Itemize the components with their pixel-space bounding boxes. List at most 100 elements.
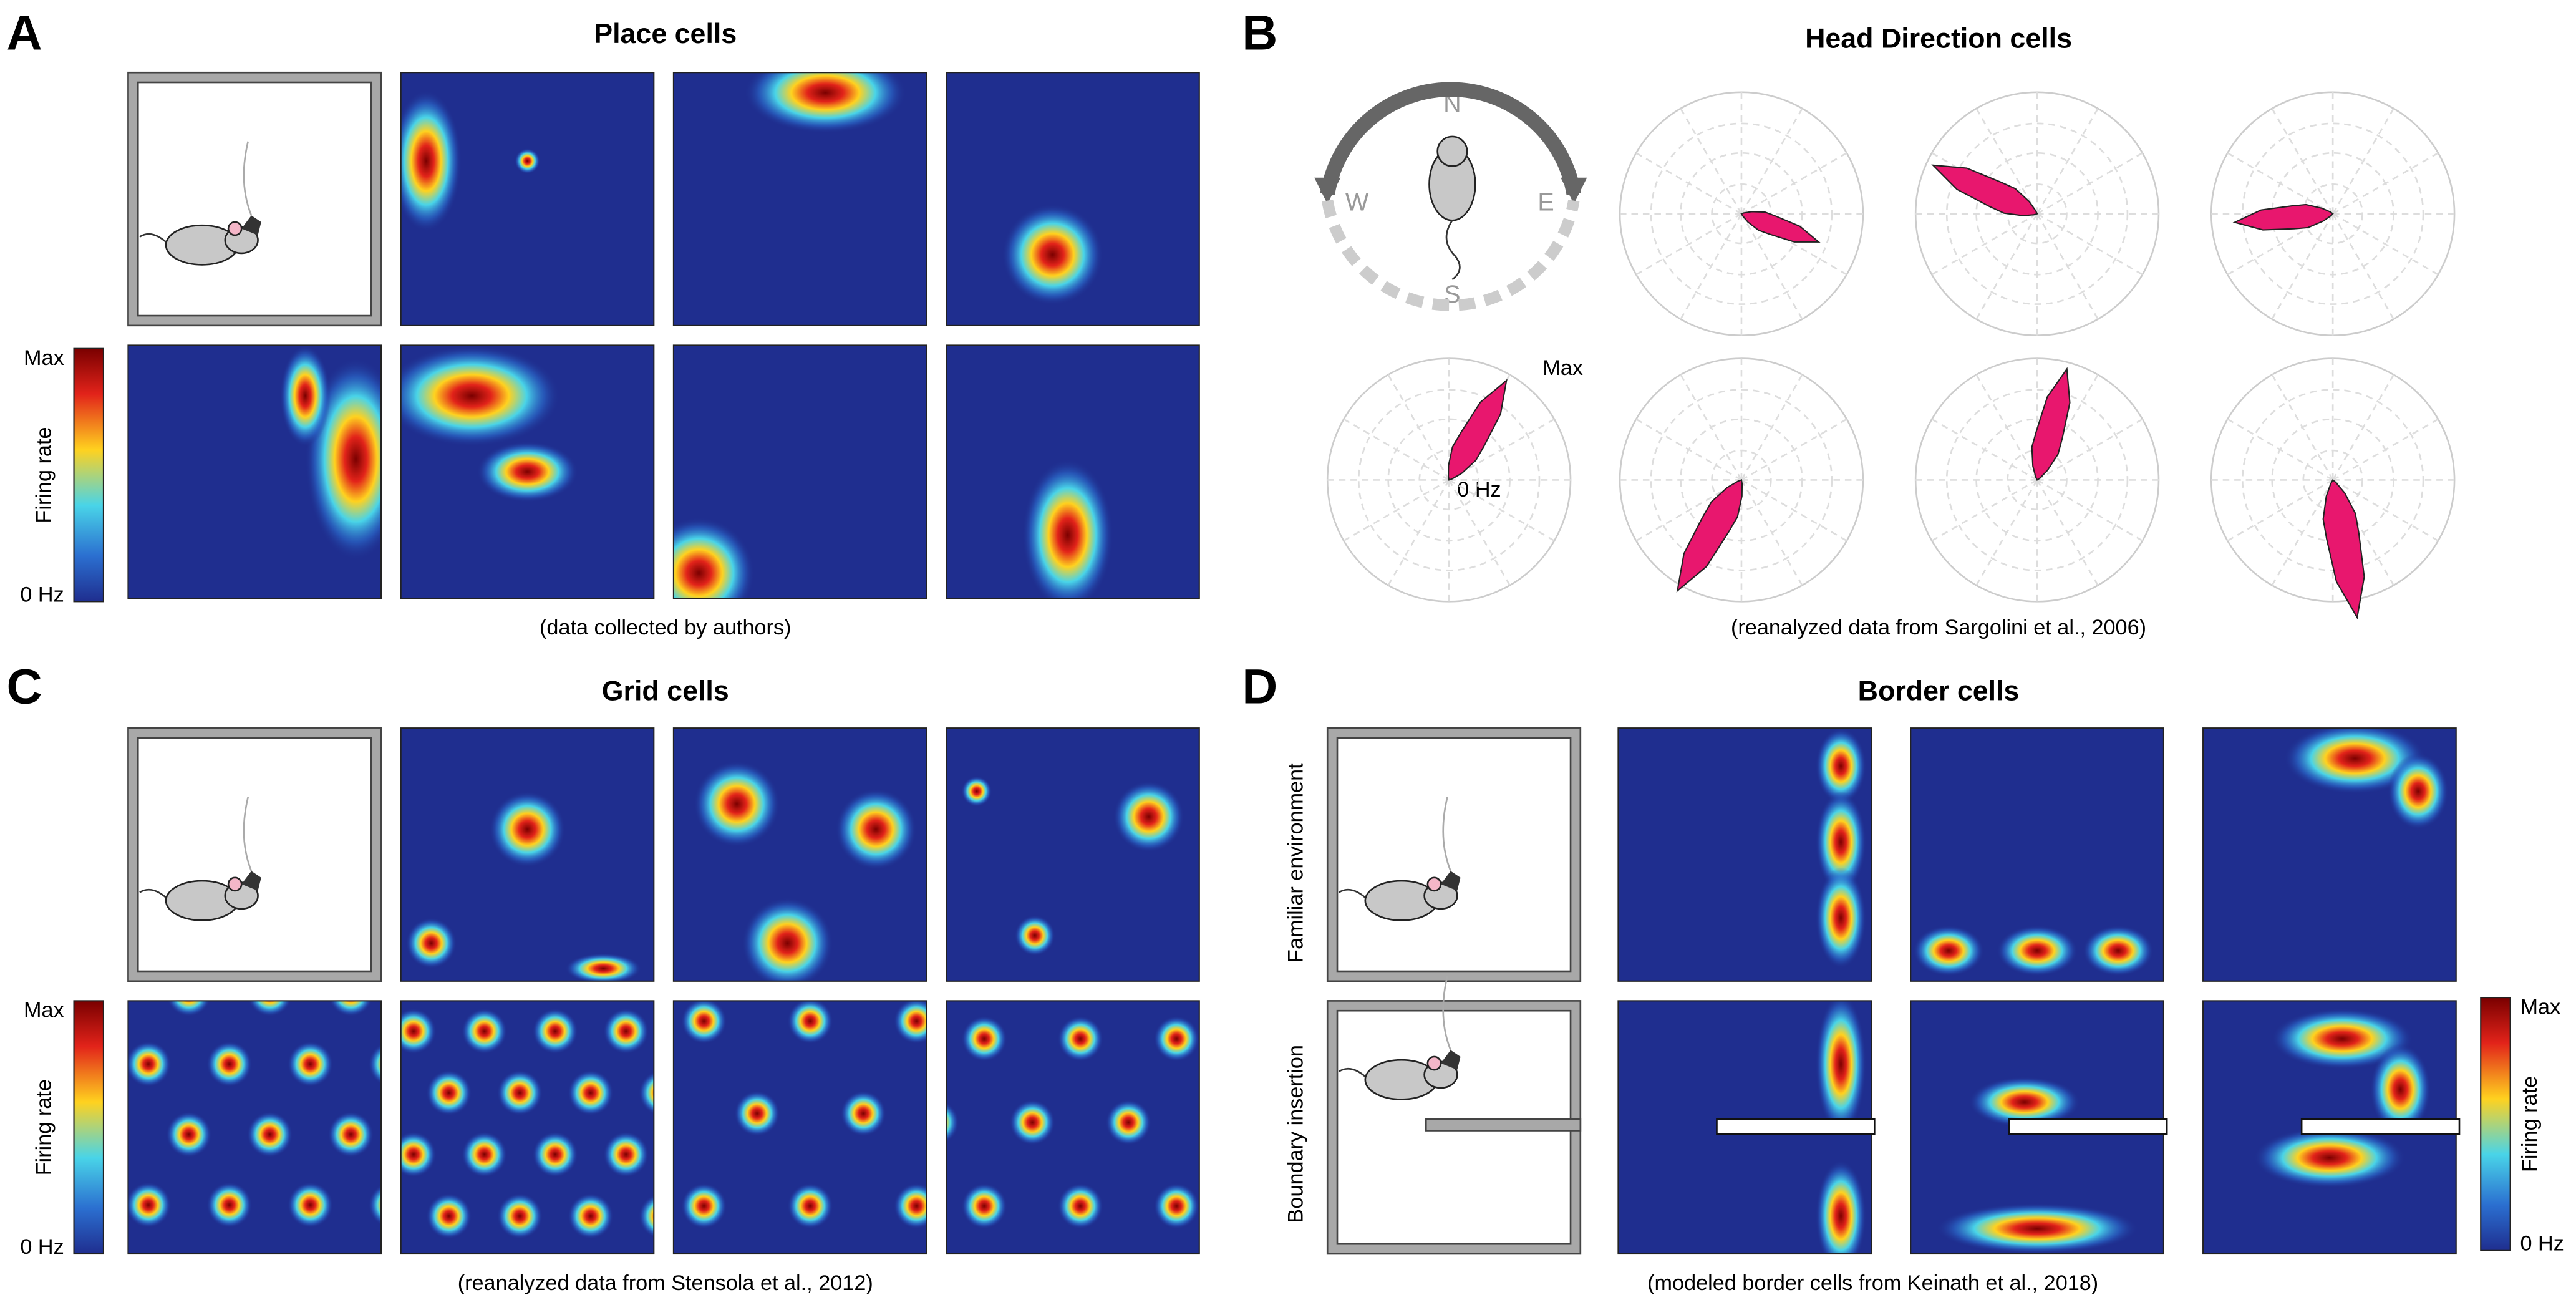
- heatmap-field: [426, 1070, 472, 1116]
- heatmap-field: [1022, 459, 1113, 599]
- heatmap: [128, 345, 382, 599]
- heatmap-field: [638, 1071, 654, 1115]
- heatmap: [400, 728, 654, 981]
- polar-spoke: [1635, 479, 1742, 542]
- heatmap-frame: [400, 1000, 655, 1255]
- panel-letter: B: [1242, 4, 1277, 60]
- heatmap-frame: [946, 727, 1200, 982]
- heatmap-field: [1057, 1183, 1103, 1229]
- polar-spoke: [1635, 152, 1742, 215]
- tuning-curve: [2232, 203, 2334, 231]
- heatmap-frame: [400, 72, 655, 326]
- heatmap-field: [1815, 791, 1866, 893]
- heatmap: [2203, 728, 2456, 981]
- polar-spoke: [2036, 479, 2143, 542]
- colorbar: [73, 347, 104, 603]
- heatmap-field: [2083, 925, 2154, 976]
- colorbar-max: Max: [24, 346, 64, 370]
- heatmap-frame: [672, 344, 927, 599]
- heatmap-frame: [672, 727, 927, 982]
- compass-arrow: [1561, 177, 1587, 204]
- mouse-implant: [1440, 871, 1461, 891]
- polar-spoke: [2036, 418, 2143, 481]
- mouse-implant: [241, 871, 261, 891]
- inserted-wall: [2008, 1118, 2168, 1135]
- heatmap-field: [835, 788, 917, 870]
- mouse-head: [1436, 135, 1468, 167]
- mouse-ear: [1426, 876, 1442, 892]
- heatmap-field: [1815, 728, 1866, 804]
- tuning-curve: [1448, 379, 1508, 481]
- heatmap-field: [603, 1132, 649, 1178]
- heatmap-field: [638, 1195, 654, 1238]
- tuning-curve: [1676, 479, 1743, 593]
- polar-spoke: [2036, 152, 2143, 215]
- polar-spoke: [2332, 108, 2394, 215]
- heatmap-frame: [127, 344, 382, 599]
- heatmap-field: [368, 1044, 382, 1085]
- polar-spoke: [1931, 479, 2038, 542]
- heatmap-field: [400, 90, 462, 232]
- polar-ring: [1945, 389, 2129, 571]
- polar-spoke: [2036, 213, 2143, 276]
- polar-spoke: [1740, 108, 1803, 215]
- heatmap-field: [426, 1193, 472, 1240]
- heatmap: [1910, 728, 2164, 981]
- mouse-tail: [1445, 220, 1461, 281]
- heatmap-bg: [946, 728, 1199, 981]
- polar-spoke: [2036, 479, 2099, 586]
- inserted-wall: [1716, 1118, 1876, 1135]
- row-label: Boundary insertion: [1284, 1045, 1308, 1223]
- polar-spoke: [1975, 479, 2038, 586]
- polar-spoke: [1931, 213, 2038, 276]
- heatmap-field: [287, 1041, 334, 1087]
- caption: (reanalyzed data from Stensola et al., 2…: [458, 1271, 873, 1295]
- polar-spoke: [1448, 479, 1511, 586]
- inserted-wall: [2300, 1118, 2461, 1135]
- heatmap-field: [496, 1070, 543, 1116]
- polar-spoke: [1741, 479, 1847, 542]
- polar-spoke: [1680, 374, 1743, 481]
- polar-spoke: [2332, 374, 2394, 481]
- mouse-ear: [1426, 1055, 1442, 1071]
- heatmap-field: [565, 953, 642, 981]
- heatmap-frame: [400, 344, 655, 599]
- heatmap-field: [287, 1182, 334, 1228]
- heatmap-field: [327, 1112, 374, 1158]
- heatmap: [1618, 728, 1872, 981]
- arena-floor: [137, 81, 372, 317]
- heatmap-field: [1153, 1016, 1199, 1062]
- heatmap-field: [603, 1008, 649, 1054]
- polar-ring: [1357, 389, 1541, 571]
- heatmap: [1910, 1001, 2164, 1254]
- polar-spoke: [2332, 213, 2394, 320]
- heatmap-field: [167, 1001, 211, 1017]
- heatmap-field: [2370, 1044, 2431, 1135]
- polar-spoke: [2036, 108, 2099, 215]
- panel-title: Grid cells: [602, 675, 729, 706]
- colorbar: [73, 1000, 104, 1255]
- heatmap-frame: [2202, 727, 2457, 982]
- heatmap-field: [734, 1090, 780, 1137]
- inserted-wall: [1425, 1118, 1582, 1132]
- heatmap-frame: [1617, 727, 1872, 982]
- heatmap-field: [1913, 925, 1984, 976]
- heatmap: [946, 1001, 1199, 1254]
- colorbar-label: Firing rate: [2518, 1076, 2542, 1172]
- mouse-string: [243, 141, 253, 216]
- heatmap-field: [2254, 1127, 2406, 1188]
- heatmap-field: [532, 1008, 578, 1054]
- panel-title: Head Direction cells: [1805, 23, 2072, 54]
- heatmap-field: [329, 1001, 373, 1017]
- colorbar-label: Firing rate: [32, 427, 56, 523]
- heatmap-field: [1815, 1160, 1866, 1254]
- polar-spoke: [1741, 418, 1847, 481]
- tuning-curve: [2031, 367, 2071, 481]
- heatmap-field: [496, 1193, 543, 1240]
- polar-spoke: [2332, 479, 2439, 542]
- polar-spoke: [1343, 479, 1450, 542]
- polar-spoke: [2227, 418, 2333, 481]
- heatmap-field: [1997, 925, 2078, 976]
- polar-spoke: [1740, 213, 1803, 320]
- polar-spoke: [1680, 108, 1743, 215]
